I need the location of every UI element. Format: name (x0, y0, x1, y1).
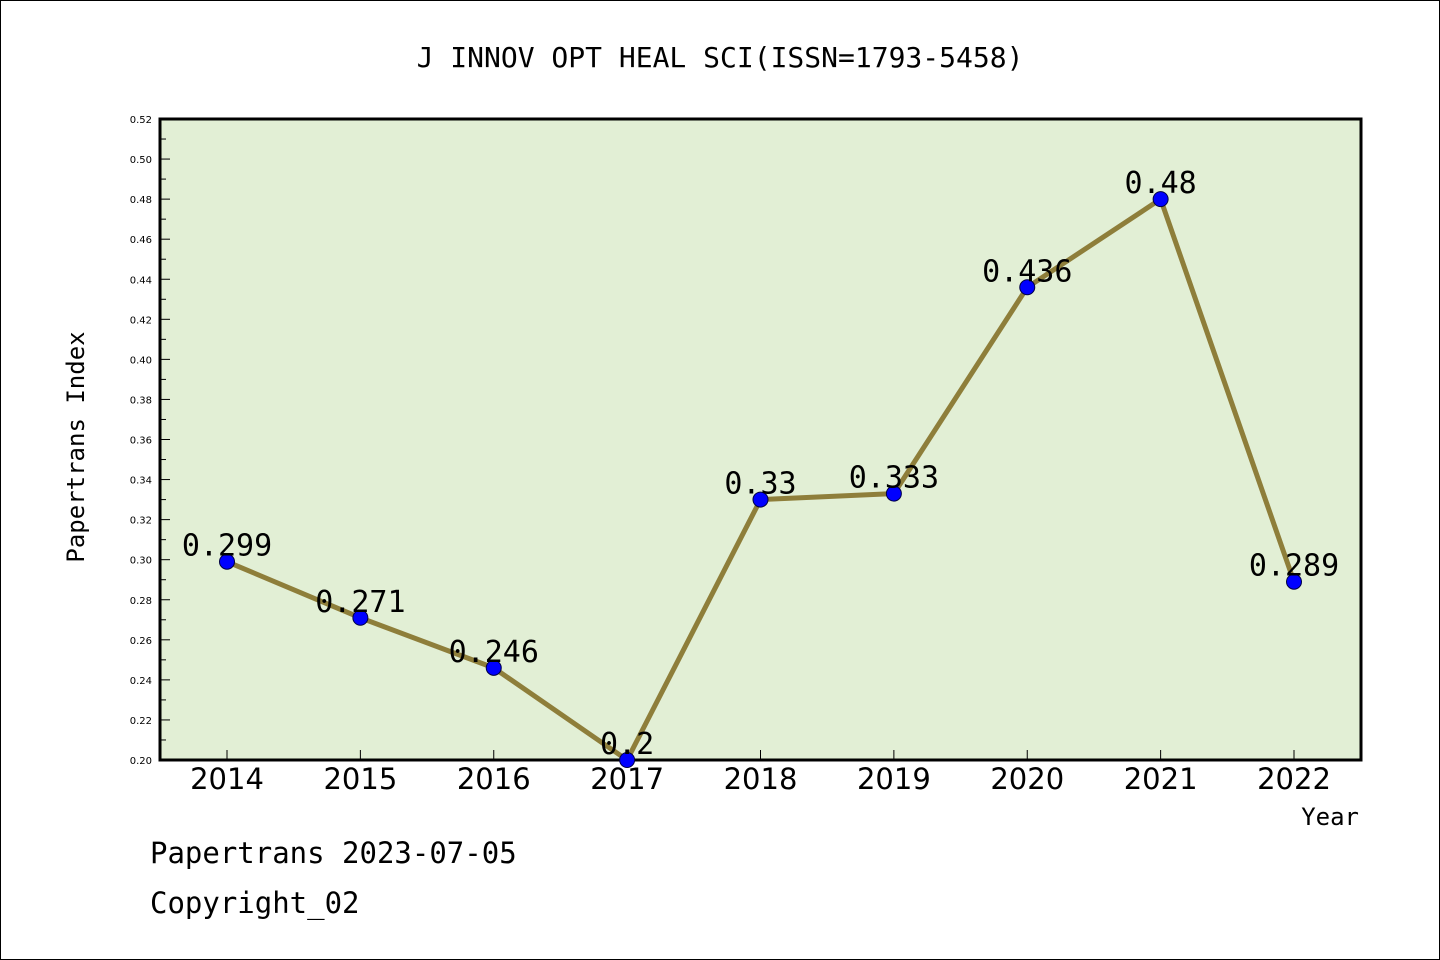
x-tick-label: 2015 (323, 762, 397, 796)
data-label: 0.436 (982, 254, 1072, 289)
data-label: 0.33 (724, 467, 796, 502)
data-label: 0.271 (315, 585, 405, 620)
y-tick-label: 0.50 (130, 155, 152, 166)
x-tick-label: 2021 (1124, 762, 1198, 796)
series-group: 0.299 0.271 0.246 0.2 0.33 0.333 0.436 0.48 0.28… (182, 166, 1339, 768)
data-point (752, 491, 769, 508)
x-tick-label: 2016 (457, 762, 531, 796)
y-tick-label: 0.48 (130, 195, 152, 206)
y-tick-label: 0.20 (130, 756, 152, 767)
x-tick-label: 2020 (990, 762, 1064, 796)
y-tick-label: 0.30 (130, 556, 152, 567)
x-tick-label: 2014 (190, 762, 264, 796)
y-tick-label: 0.36 (130, 436, 152, 447)
chart-title: J INNOV OPT HEAL SCI(ISSN=1793-5458) (417, 41, 1024, 74)
x-axis-label: Year (1301, 803, 1359, 831)
data-label: 0.299 (182, 529, 272, 564)
data-point (1152, 191, 1169, 208)
data-label: 0.289 (1249, 549, 1339, 584)
y-tick-label: 0.28 (130, 596, 152, 607)
data-point (219, 553, 235, 570)
data-point (1286, 573, 1302, 590)
x-tick-label: 2022 (1257, 762, 1331, 796)
y-axis-label: Papertrans Index (62, 331, 90, 562)
data-point (352, 609, 369, 626)
y-tick-label: 0.38 (130, 395, 152, 406)
plot-area (158, 117, 1363, 762)
data-point (885, 485, 902, 502)
data-label: 0.333 (849, 461, 939, 496)
x-tick-label: 2019 (857, 762, 931, 796)
data-label: 0.2 (600, 727, 654, 762)
data-label: 0.48 (1125, 166, 1197, 201)
footer-copyright-text: Copyright_02 (150, 886, 360, 920)
data-point (485, 659, 502, 676)
y-tick-label: 0.24 (130, 676, 152, 687)
y-tick-label: 0.22 (130, 716, 152, 727)
y-tick-label: 0.26 (130, 636, 152, 647)
x-tick-label: 2018 (724, 762, 798, 796)
y-tick-label: 0.34 (130, 476, 152, 487)
x-axis: 2014 2015 2016 2017 2018 2019 2020 2021 2022 (190, 750, 1331, 796)
footer-date-text: Papertrans 2023-07-05 (150, 836, 517, 870)
y-tick-label: 0.52 (130, 115, 152, 126)
y-tick-label: 0.40 (130, 355, 152, 366)
y-tick-label: 0.46 (130, 235, 152, 246)
data-point (619, 752, 636, 768)
data-point (1019, 279, 1036, 296)
data-label: 0.246 (449, 635, 539, 670)
y-tick-label: 0.44 (130, 275, 152, 286)
y-tick-label: 0.32 (130, 516, 152, 527)
y-axis: 0.20 0.22 0.24 0.26 0.28 0.30 0.32 0.34 0.36 0.38… (130, 115, 170, 767)
y-tick-label: 0.42 (130, 315, 152, 326)
